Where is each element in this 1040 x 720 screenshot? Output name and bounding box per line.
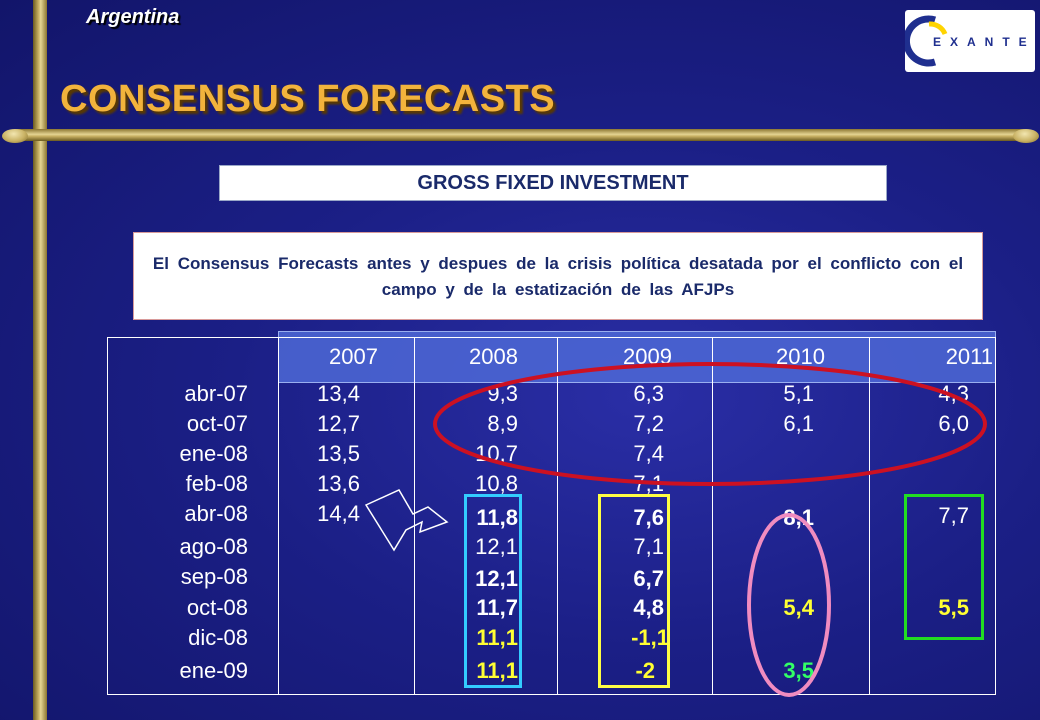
svg-text:EXANTE: EXANTE: [933, 35, 1035, 49]
table-cell: 11,8: [476, 505, 518, 530]
table-cell: -2: [635, 658, 655, 683]
table-cell: 13,6: [317, 471, 360, 496]
table-cell: 11,7: [476, 595, 518, 620]
table-cell: 11,1: [476, 625, 518, 650]
table-cell: 12,1: [475, 534, 518, 559]
country-label: Argentina: [86, 6, 180, 28]
table-cell: 7,2: [633, 411, 664, 436]
table-cell: 5,5: [938, 595, 969, 620]
arrow-outline-icon: [364, 489, 449, 552]
row-label: abr-08: [184, 501, 248, 526]
column-header-2008: 2008: [469, 344, 518, 369]
table-cell: 6,7: [633, 566, 664, 591]
highlight-box-2009: [598, 494, 670, 688]
row-label: ago-08: [179, 534, 248, 559]
subtitle-box: GROSS FIXED INVESTMENT: [219, 165, 887, 201]
row-label: feb-08: [185, 471, 248, 496]
gold-bar-left-knob: [2, 129, 28, 143]
pink-highlight-oval: [747, 513, 831, 697]
gold-bar-right-knob: [1013, 129, 1039, 143]
vertical-gold-bar: [33, 0, 47, 720]
table-cell: 8,9: [487, 411, 518, 436]
row-label: oct-07: [186, 411, 248, 436]
table-cell: 14,4: [317, 501, 360, 526]
table-divider: [869, 337, 870, 695]
column-header-2011: 2011: [945, 344, 993, 369]
table-cell: 5,4: [783, 595, 814, 620]
table-cell: 12,7: [317, 411, 360, 436]
table-cell: 7,4: [633, 441, 664, 466]
table-cell: -1,1: [631, 625, 669, 650]
table-cell: 10,8: [475, 471, 518, 496]
exante-logo-graphic: EXANTE: [905, 15, 1035, 67]
exante-logo: EXANTE: [905, 10, 1035, 72]
table-cell: 7,6: [633, 505, 664, 530]
row-label: sep-08: [180, 564, 248, 589]
row-label: abr-07: [184, 381, 248, 406]
table-cell: 7,7: [938, 503, 969, 528]
table-cell: 4,8: [633, 595, 664, 620]
page-title: CONSENSUS FORECASTS: [60, 78, 556, 120]
table-cell: 6,3: [633, 381, 664, 406]
red-highlight-ellipse: [433, 362, 987, 486]
table-cell: 11,1: [476, 658, 518, 683]
table-cell: 7,1: [633, 534, 664, 559]
column-header-2007: 2007: [329, 344, 378, 369]
table-cell: 13,4: [317, 381, 360, 406]
row-label: ene-08: [179, 441, 248, 466]
row-label: oct-08: [186, 595, 248, 620]
highlight-box-2011: [904, 494, 984, 640]
note-box: El Consensus Forecasts antes y despues d…: [133, 232, 983, 320]
table-divider: [278, 337, 279, 695]
table-cell: 6,1: [783, 411, 814, 436]
table-cell: 6,0: [938, 411, 969, 436]
table-divider: [557, 337, 558, 695]
horizontal-gold-bar: [10, 129, 1032, 141]
table-divider: [712, 337, 713, 695]
row-label: ene-09: [179, 658, 248, 683]
table-cell: 3,5: [783, 658, 814, 683]
row-label: dic-08: [188, 625, 248, 650]
highlight-box-2008: [464, 494, 522, 688]
table-divider: [414, 337, 415, 695]
table-cell: 13,5: [317, 441, 360, 466]
table-cell: 12,1: [475, 566, 518, 591]
table-cell: 5,1: [783, 381, 814, 406]
forecast-table: [107, 337, 996, 695]
